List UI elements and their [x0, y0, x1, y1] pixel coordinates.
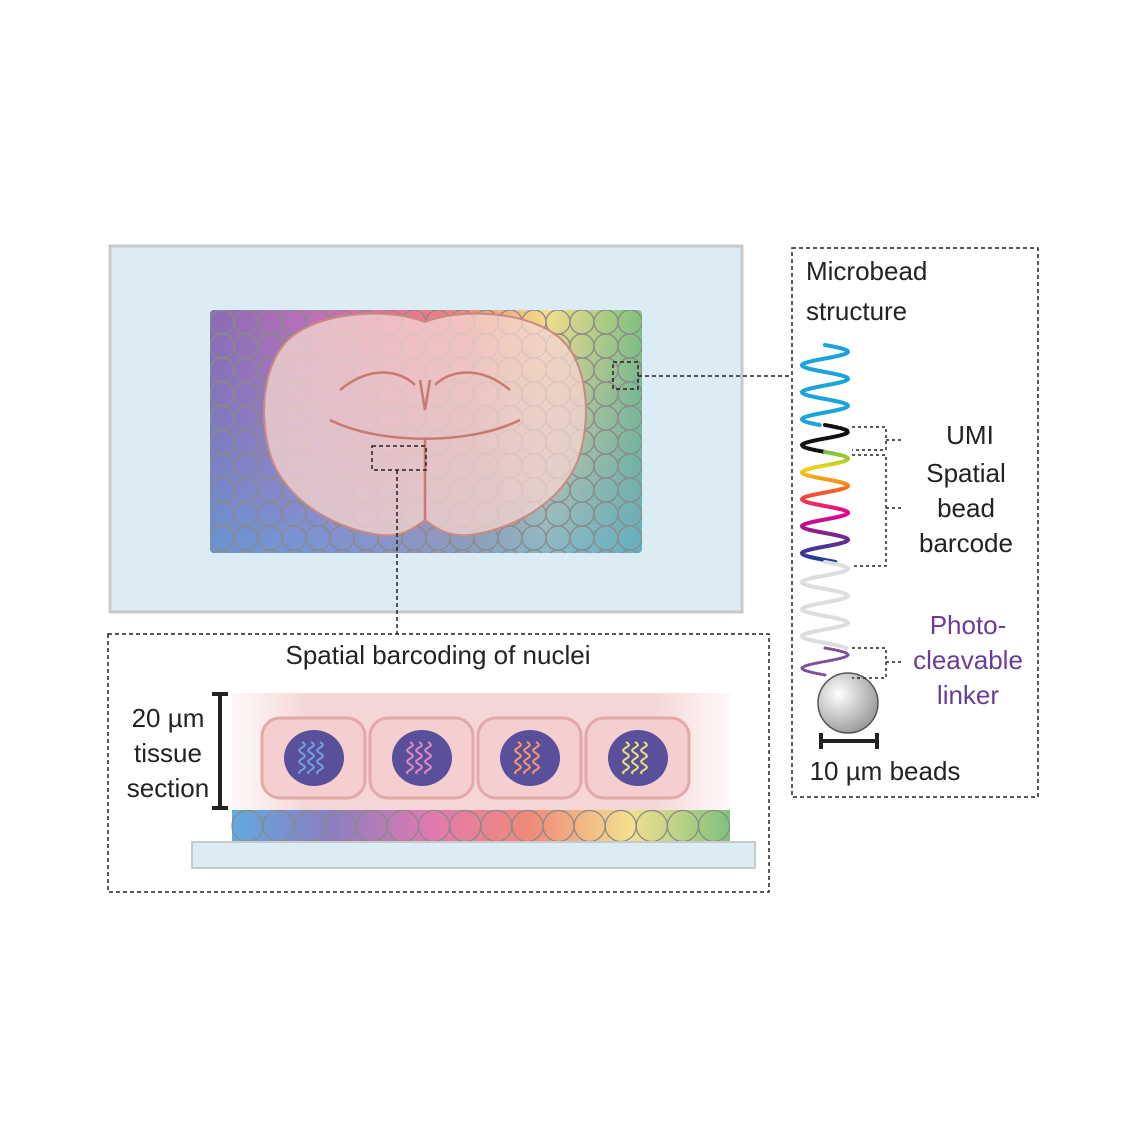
spatial-barcode	[799, 450, 851, 564]
barcode-strand	[423, 741, 433, 775]
slide	[191, 841, 756, 869]
nucleus	[500, 730, 560, 786]
brain-structures	[329, 371, 521, 520]
nucleus	[392, 730, 452, 786]
barcode-strand	[630, 741, 640, 775]
panel-title: Microbead	[806, 256, 927, 286]
label: cleavable	[913, 645, 1023, 675]
panel-title: Spatial barcoding of nuclei	[286, 640, 591, 670]
bead-row	[231, 809, 731, 843]
barcode-strand	[639, 741, 649, 775]
nuclei-panel	[107, 633, 770, 893]
nucleus	[608, 730, 668, 786]
bead-circle	[425, 549, 451, 553]
barcode-strand	[315, 741, 325, 775]
barcode-strand	[513, 741, 523, 775]
nucleus	[284, 730, 344, 786]
zoom-box	[371, 445, 427, 471]
bead-circle	[593, 549, 619, 553]
scale-label: tissue	[134, 738, 202, 768]
microbead-panel	[791, 247, 1039, 798]
barcode-strand	[621, 741, 631, 775]
bead-scale-label: 10 µm beads	[810, 756, 961, 786]
bead-circle	[569, 549, 595, 553]
oligo	[799, 343, 851, 677]
label: UMI	[946, 420, 994, 450]
linker	[800, 646, 850, 677]
barcode-strand	[531, 741, 541, 775]
scale-bar	[212, 692, 228, 810]
bead-circle	[257, 549, 283, 553]
bead-circle	[545, 549, 571, 553]
barcode-strand	[522, 741, 532, 775]
label: Spatial	[926, 458, 1006, 488]
bead-circle	[329, 549, 355, 553]
bead-circle	[617, 549, 642, 553]
bead-circle	[497, 549, 523, 553]
bead-circle	[281, 549, 307, 553]
panel-title: structure	[806, 296, 907, 326]
scale-label: 20 µm	[132, 703, 205, 733]
bead-circle	[449, 549, 475, 553]
capture-seq	[799, 343, 851, 427]
bead-circle	[473, 549, 499, 553]
barcode-strand	[297, 741, 307, 775]
label: Photo-	[930, 610, 1007, 640]
barcode-strand	[414, 741, 424, 775]
bead-circle	[353, 549, 379, 553]
bead-circle	[401, 549, 427, 553]
spacer	[799, 560, 851, 650]
cells	[260, 716, 691, 800]
umi	[799, 423, 851, 454]
bracket	[852, 426, 904, 679]
label: linker	[937, 680, 999, 710]
bead-circle	[521, 549, 547, 553]
scale-label: section	[127, 773, 209, 803]
bead-circle	[377, 549, 403, 553]
connector	[396, 375, 792, 634]
bead-circle	[305, 549, 331, 553]
label: barcode	[919, 528, 1013, 558]
bead-circle	[233, 549, 259, 553]
bead-circle	[210, 549, 235, 553]
barcode-strand	[405, 741, 415, 775]
bead-scale	[819, 733, 879, 749]
bead	[817, 672, 879, 734]
barcode-strand	[306, 741, 316, 775]
label: bead	[937, 493, 995, 523]
